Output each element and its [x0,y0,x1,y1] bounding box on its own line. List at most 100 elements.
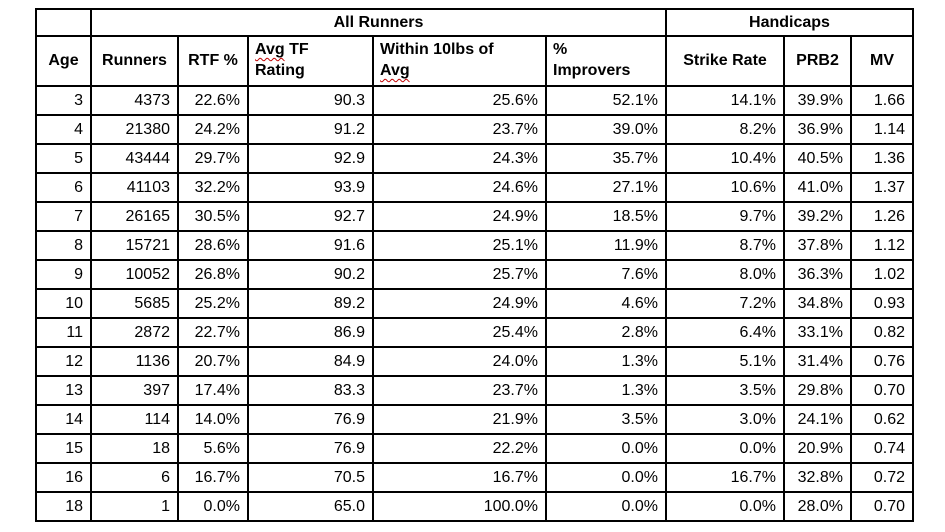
cell-prb2: 40.5% [783,143,852,174]
cell-runners: 5685 [90,288,179,319]
cell-strike-rate: 3.5% [665,375,785,406]
group-header-all-runners: All Runners [90,8,667,37]
cell-mv: 0.70 [850,375,914,406]
cell-rtf: 17.4% [177,375,249,406]
cell-avg-tf-rating: 90.2 [247,259,374,290]
table-row: 5 43444 29.7% 92.9 24.3% 35.7% 10.4% 40.5% 1.36 [35,143,914,174]
cell-within-10lbs: 23.7% [372,114,547,145]
cell-age: 4 [35,114,92,145]
cell-rtf: 22.7% [177,317,249,348]
cell-mv: 1.36 [850,143,914,174]
cell-age: 16 [35,462,92,493]
table-row: 18 1 0.0% 65.0 100.0% 0.0% 0.0% 28.0% 0.70 [35,491,914,522]
cell-age: 14 [35,404,92,435]
cell-within-10lbs: 24.6% [372,172,547,203]
cell-within-10lbs: 24.9% [372,288,547,319]
cell-mv: 1.14 [850,114,914,145]
cell-rtf: 29.7% [177,143,249,174]
cell-mv: 1.12 [850,230,914,261]
cell-prb2: 29.8% [783,375,852,406]
cell-improvers: 0.0% [545,462,667,493]
cell-age: 6 [35,172,92,203]
column-header-row: Age Runners RTF % Avg TF Rating Within 10… [35,35,914,87]
cell-runners: 41103 [90,172,179,203]
cell-avg-tf-rating: 65.0 [247,491,374,522]
cell-within-10lbs: 25.4% [372,317,547,348]
cell-age: 10 [35,288,92,319]
cell-prb2: 24.1% [783,404,852,435]
cell-strike-rate: 14.1% [665,85,785,116]
runners-statistics-table-wrap: All Runners Handicaps Age Runners RTF % … [35,8,914,522]
table-row: 13 397 17.4% 83.3 23.7% 1.3% 3.5% 29.8% 0.70 [35,375,914,406]
column-header-avg-tf-rating: Avg TF Rating [247,35,374,87]
cell-age: 13 [35,375,92,406]
cell-improvers: 11.9% [545,230,667,261]
column-header-runners: Runners [90,35,179,87]
cell-prb2: 31.4% [783,346,852,377]
cell-improvers: 35.7% [545,143,667,174]
cell-mv: 1.26 [850,201,914,232]
corner-cell [35,8,92,37]
cell-improvers: 27.1% [545,172,667,203]
cell-rtf: 16.7% [177,462,249,493]
cell-runners: 1136 [90,346,179,377]
table-row: 15 18 5.6% 76.9 22.2% 0.0% 0.0% 20.9% 0.74 [35,433,914,464]
column-header-improvers: % Improvers [545,35,667,87]
cell-prb2: 33.1% [783,317,852,348]
cell-mv: 0.62 [850,404,914,435]
cell-runners: 10052 [90,259,179,290]
cell-improvers: 0.0% [545,433,667,464]
cell-mv: 1.02 [850,259,914,290]
cell-age: 7 [35,201,92,232]
cell-avg-tf-rating: 76.9 [247,404,374,435]
cell-runners: 114 [90,404,179,435]
cell-improvers: 7.6% [545,259,667,290]
cell-improvers: 3.5% [545,404,667,435]
cell-runners: 397 [90,375,179,406]
table-row: 11 2872 22.7% 86.9 25.4% 2.8% 6.4% 33.1% 0.82 [35,317,914,348]
cell-age: 3 [35,85,92,116]
cell-strike-rate: 8.2% [665,114,785,145]
group-header-handicaps: Handicaps [665,8,914,37]
cell-mv: 0.74 [850,433,914,464]
cell-within-10lbs: 21.9% [372,404,547,435]
cell-runners: 4373 [90,85,179,116]
table-header: All Runners Handicaps Age Runners RTF % … [35,8,914,87]
column-header-mv: MV [850,35,914,87]
spellcheck-squiggle: Avg [380,62,410,79]
cell-runners: 18 [90,433,179,464]
cell-within-10lbs: 25.6% [372,85,547,116]
cell-prb2: 32.8% [783,462,852,493]
cell-avg-tf-rating: 84.9 [247,346,374,377]
cell-improvers: 1.3% [545,375,667,406]
cell-runners: 43444 [90,143,179,174]
cell-age: 5 [35,143,92,174]
cell-rtf: 14.0% [177,404,249,435]
cell-strike-rate: 10.6% [665,172,785,203]
cell-avg-tf-rating: 91.2 [247,114,374,145]
table-row: 8 15721 28.6% 91.6 25.1% 11.9% 8.7% 37.8% 1.12 [35,230,914,261]
cell-prb2: 36.3% [783,259,852,290]
column-header-strike-rate: Strike Rate [665,35,785,87]
cell-rtf: 30.5% [177,201,249,232]
cell-prb2: 41.0% [783,172,852,203]
cell-avg-tf-rating: 93.9 [247,172,374,203]
runners-statistics-table: All Runners Handicaps Age Runners RTF % … [35,8,914,522]
cell-runners: 2872 [90,317,179,348]
cell-avg-tf-rating: 70.5 [247,462,374,493]
cell-strike-rate: 5.1% [665,346,785,377]
table-row: 3 4373 22.6% 90.3 25.6% 52.1% 14.1% 39.9% 1.66 [35,85,914,116]
table-row: 12 1136 20.7% 84.9 24.0% 1.3% 5.1% 31.4% 0.76 [35,346,914,377]
cell-prb2: 39.2% [783,201,852,232]
cell-improvers: 18.5% [545,201,667,232]
cell-rtf: 20.7% [177,346,249,377]
cell-avg-tf-rating: 91.6 [247,230,374,261]
cell-rtf: 26.8% [177,259,249,290]
table-row: 4 21380 24.2% 91.2 23.7% 39.0% 8.2% 36.9% 1.14 [35,114,914,145]
cell-within-10lbs: 23.7% [372,375,547,406]
cell-avg-tf-rating: 92.7 [247,201,374,232]
column-header-prb2: PRB2 [783,35,852,87]
column-header-rtf: RTF % [177,35,249,87]
cell-rtf: 5.6% [177,433,249,464]
cell-improvers: 1.3% [545,346,667,377]
